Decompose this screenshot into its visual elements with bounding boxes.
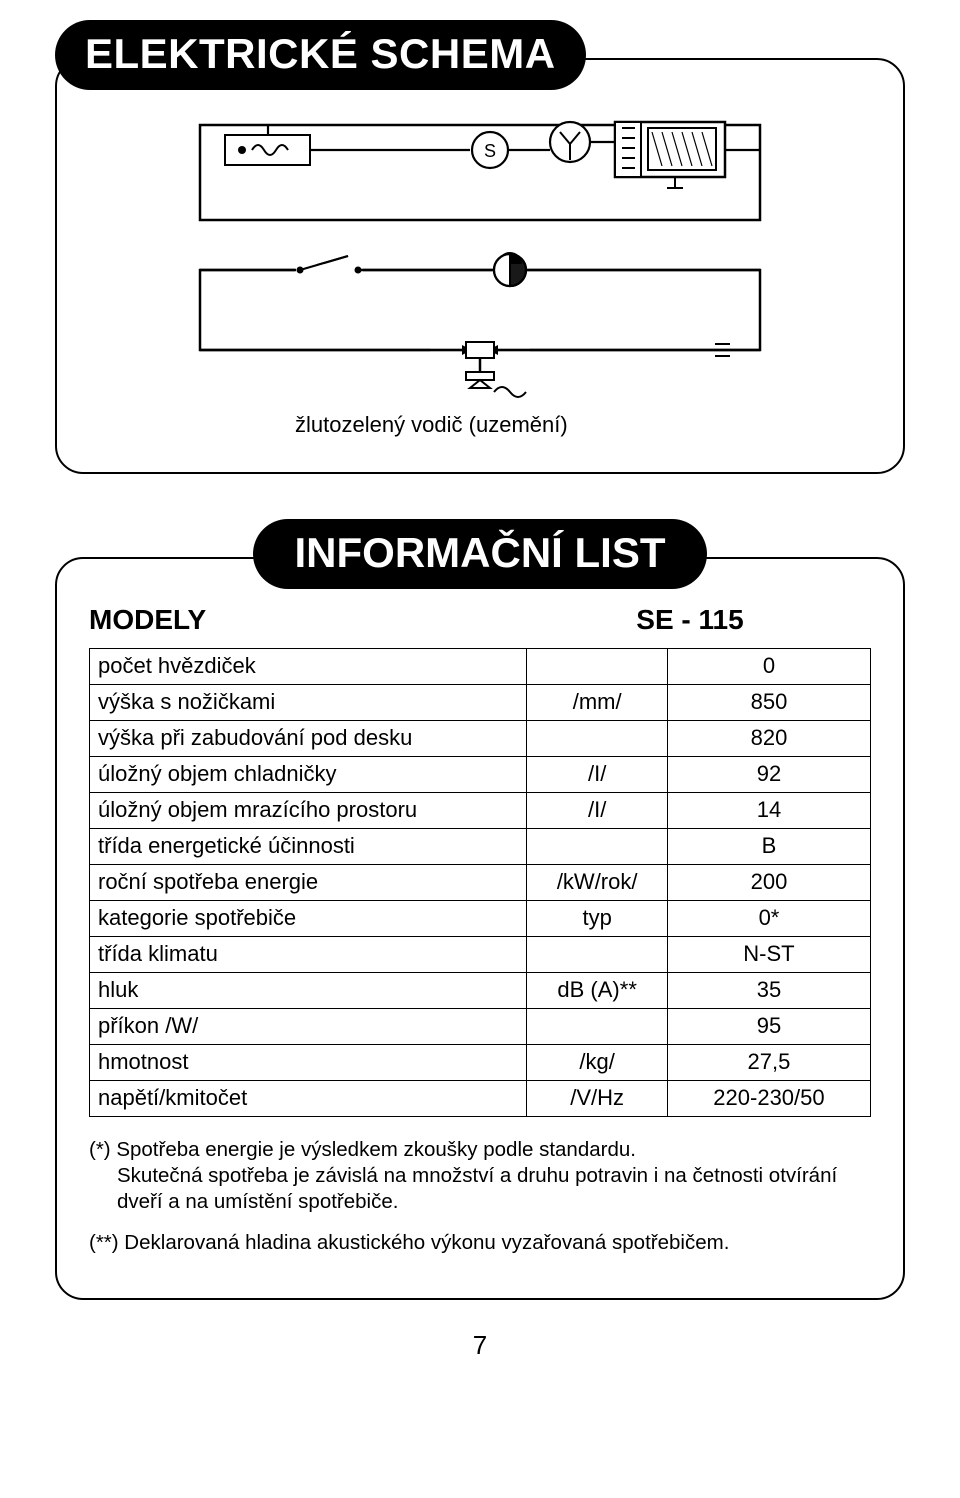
spec-unit [527, 721, 668, 757]
spec-value: 14 [667, 793, 870, 829]
spec-label: příkon /W/ [90, 1009, 527, 1045]
footnote-2: (**) Deklarovaná hladina akustického výk… [89, 1230, 871, 1256]
spec-unit [527, 1009, 668, 1045]
spec-unit [527, 649, 668, 685]
spec-unit [527, 829, 668, 865]
spec-label: hluk [90, 973, 527, 1009]
info-card: MODELY SE - 115 počet hvězdiček0výška s … [55, 557, 905, 1300]
spec-label: roční spotřeba energie [90, 865, 527, 901]
table-row: napětí/kmitočet/V/Hz220-230/50 [90, 1081, 871, 1117]
wiring-diagram: S [170, 110, 790, 410]
spec-value: 0* [667, 901, 870, 937]
schema-card: S [55, 58, 905, 474]
spec-value: 850 [667, 685, 870, 721]
footnotes: (*) Spotřeba energie je výsledkem zkoušk… [89, 1137, 871, 1256]
spec-unit: typ [527, 901, 668, 937]
spec-unit: /I/ [527, 793, 668, 829]
spec-value: 200 [667, 865, 870, 901]
spec-label: třída klimatu [90, 937, 527, 973]
spec-label: hmotnost [90, 1045, 527, 1081]
spec-label: napětí/kmitočet [90, 1081, 527, 1117]
table-row: třída energetické účinnosti B [90, 829, 871, 865]
table-row: hlukdB (A)**35 [90, 973, 871, 1009]
spec-unit: /kg/ [527, 1045, 668, 1081]
footnote-1-body: Skutečná spotřeba je závislá na množství… [89, 1163, 871, 1215]
spec-label: třída energetické účinnosti [90, 829, 527, 865]
table-row: hmotnost/kg/27,5 [90, 1045, 871, 1081]
page-number: 7 [55, 1330, 905, 1361]
info-header: MODELY SE - 115 [89, 604, 871, 636]
table-row: roční spotřeba energie/kW/rok/200 [90, 865, 871, 901]
spec-value: 820 [667, 721, 870, 757]
spec-label: výška při zabudování pod desku [90, 721, 527, 757]
spec-value: 92 [667, 757, 870, 793]
spec-value: 95 [667, 1009, 870, 1045]
section-title-schema: ELEKTRICKÉ SCHEMA [55, 20, 586, 90]
table-row: počet hvězdiček 0 [90, 649, 871, 685]
spec-value: 27,5 [667, 1045, 870, 1081]
spec-value: B [667, 829, 870, 865]
table-row: úložný objem mrazícího prostoru/I/14 [90, 793, 871, 829]
spec-unit: dB (A)** [527, 973, 668, 1009]
spec-unit: /kW/rok/ [527, 865, 668, 901]
spec-label: počet hvězdiček [90, 649, 527, 685]
table-row: příkon /W/95 [90, 1009, 871, 1045]
spec-value: 220-230/50 [667, 1081, 870, 1117]
spec-table: počet hvězdiček0výška s nožičkami/mm/850… [89, 648, 871, 1117]
table-row: výška s nožičkami/mm/850 [90, 685, 871, 721]
ground-wire-label: žlutozelený vodič (uzemění) [295, 412, 875, 438]
spec-unit: /V/Hz [527, 1081, 668, 1117]
spec-value: 0 [667, 649, 870, 685]
spec-label: úložný objem mrazícího prostoru [90, 793, 527, 829]
table-row: třída klimatu N-ST [90, 937, 871, 973]
info-header-value: SE - 115 [509, 604, 871, 636]
info-header-label: MODELY [89, 604, 509, 636]
section-schema: ELEKTRICKÉ SCHEMA S [55, 20, 905, 474]
spec-value: N-ST [667, 937, 870, 973]
spec-unit: /I/ [527, 757, 668, 793]
footnote-1-lead: (*) Spotřeba energie je výsledkem zkoušk… [89, 1138, 636, 1161]
table-row: úložný objem chladničky/I/92 [90, 757, 871, 793]
section-info: INFORMAČNÍ LIST MODELY SE - 115 počet hv… [55, 519, 905, 1300]
spec-label: kategorie spotřebiče [90, 901, 527, 937]
spec-value: 35 [667, 973, 870, 1009]
spec-label: výška s nožičkami [90, 685, 527, 721]
spec-unit: /mm/ [527, 685, 668, 721]
table-row: výška při zabudování pod desku 820 [90, 721, 871, 757]
section-title-info: INFORMAČNÍ LIST [253, 519, 708, 589]
svg-text:S: S [484, 141, 496, 161]
spec-label: úložný objem chladničky [90, 757, 527, 793]
table-row: kategorie spotřebičetyp0* [90, 901, 871, 937]
spec-unit [527, 937, 668, 973]
